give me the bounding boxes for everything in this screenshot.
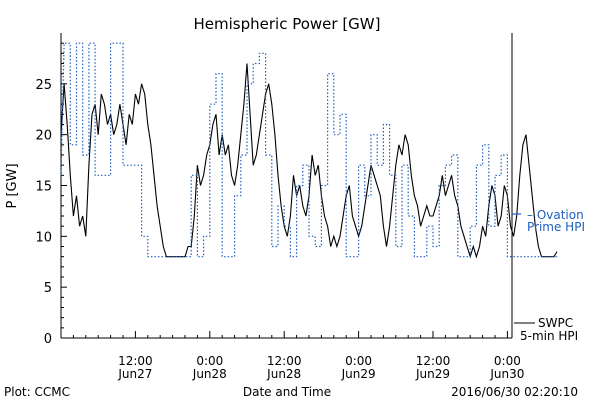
x-tick-date: Jun30 <box>489 367 524 381</box>
y-tick-label: 20 <box>35 129 52 144</box>
y-tick-label: 25 <box>35 78 52 93</box>
x-tick-time: 12:00 <box>416 354 451 368</box>
x-tick-time: 0:00 <box>345 354 372 368</box>
chart-title: Hemispheric Power [GW] <box>194 15 381 33</box>
x-tick-time: 0:00 <box>494 354 521 368</box>
plot-credit: Plot: CCMC <box>4 385 70 399</box>
y-tick-label: 10 <box>35 230 52 245</box>
y-tick-label: 5 <box>44 281 52 296</box>
legend-ovation-prime: – Ovation Prime HPI <box>512 208 585 234</box>
x-axis-label: Date and Time <box>243 385 331 399</box>
x-tick-date: Jun29 <box>415 367 450 381</box>
legend-swpc: SWPC 5-min HPI <box>514 316 578 343</box>
plot-timestamp: 2016/06/30 02:20:10 <box>451 385 578 399</box>
y-axis-label: P [GW] <box>5 163 20 208</box>
legend-swpc-line2: 5-min HPI <box>520 329 578 343</box>
x-tick-time: 12:00 <box>118 354 153 368</box>
x-tick-time: 0:00 <box>196 354 223 368</box>
legend-ovation-line1: – Ovation <box>527 208 584 222</box>
series-line-ovation-prime <box>60 42 557 258</box>
x-tick-date: Jun29 <box>341 367 376 381</box>
legend-swpc-line1: SWPC <box>538 316 573 330</box>
series-layer <box>60 42 558 259</box>
x-axis-ticks: 12:00Jun270:00Jun2812:00Jun280:00Jun2912… <box>72 331 524 381</box>
y-axis-ticks: 0 5 10 15 20 25 <box>35 42 67 347</box>
x-tick-date: Jun28 <box>192 367 227 381</box>
series-line-swpc <box>60 63 558 259</box>
x-tick-date: Jun27 <box>117 367 152 381</box>
y-tick-label: 0 <box>44 332 52 347</box>
x-tick-date: Jun28 <box>266 367 301 381</box>
y-tick-label: 15 <box>35 180 52 195</box>
x-tick-time: 12:00 <box>267 354 302 368</box>
legend-ovation-line2: Prime HPI <box>527 220 585 234</box>
